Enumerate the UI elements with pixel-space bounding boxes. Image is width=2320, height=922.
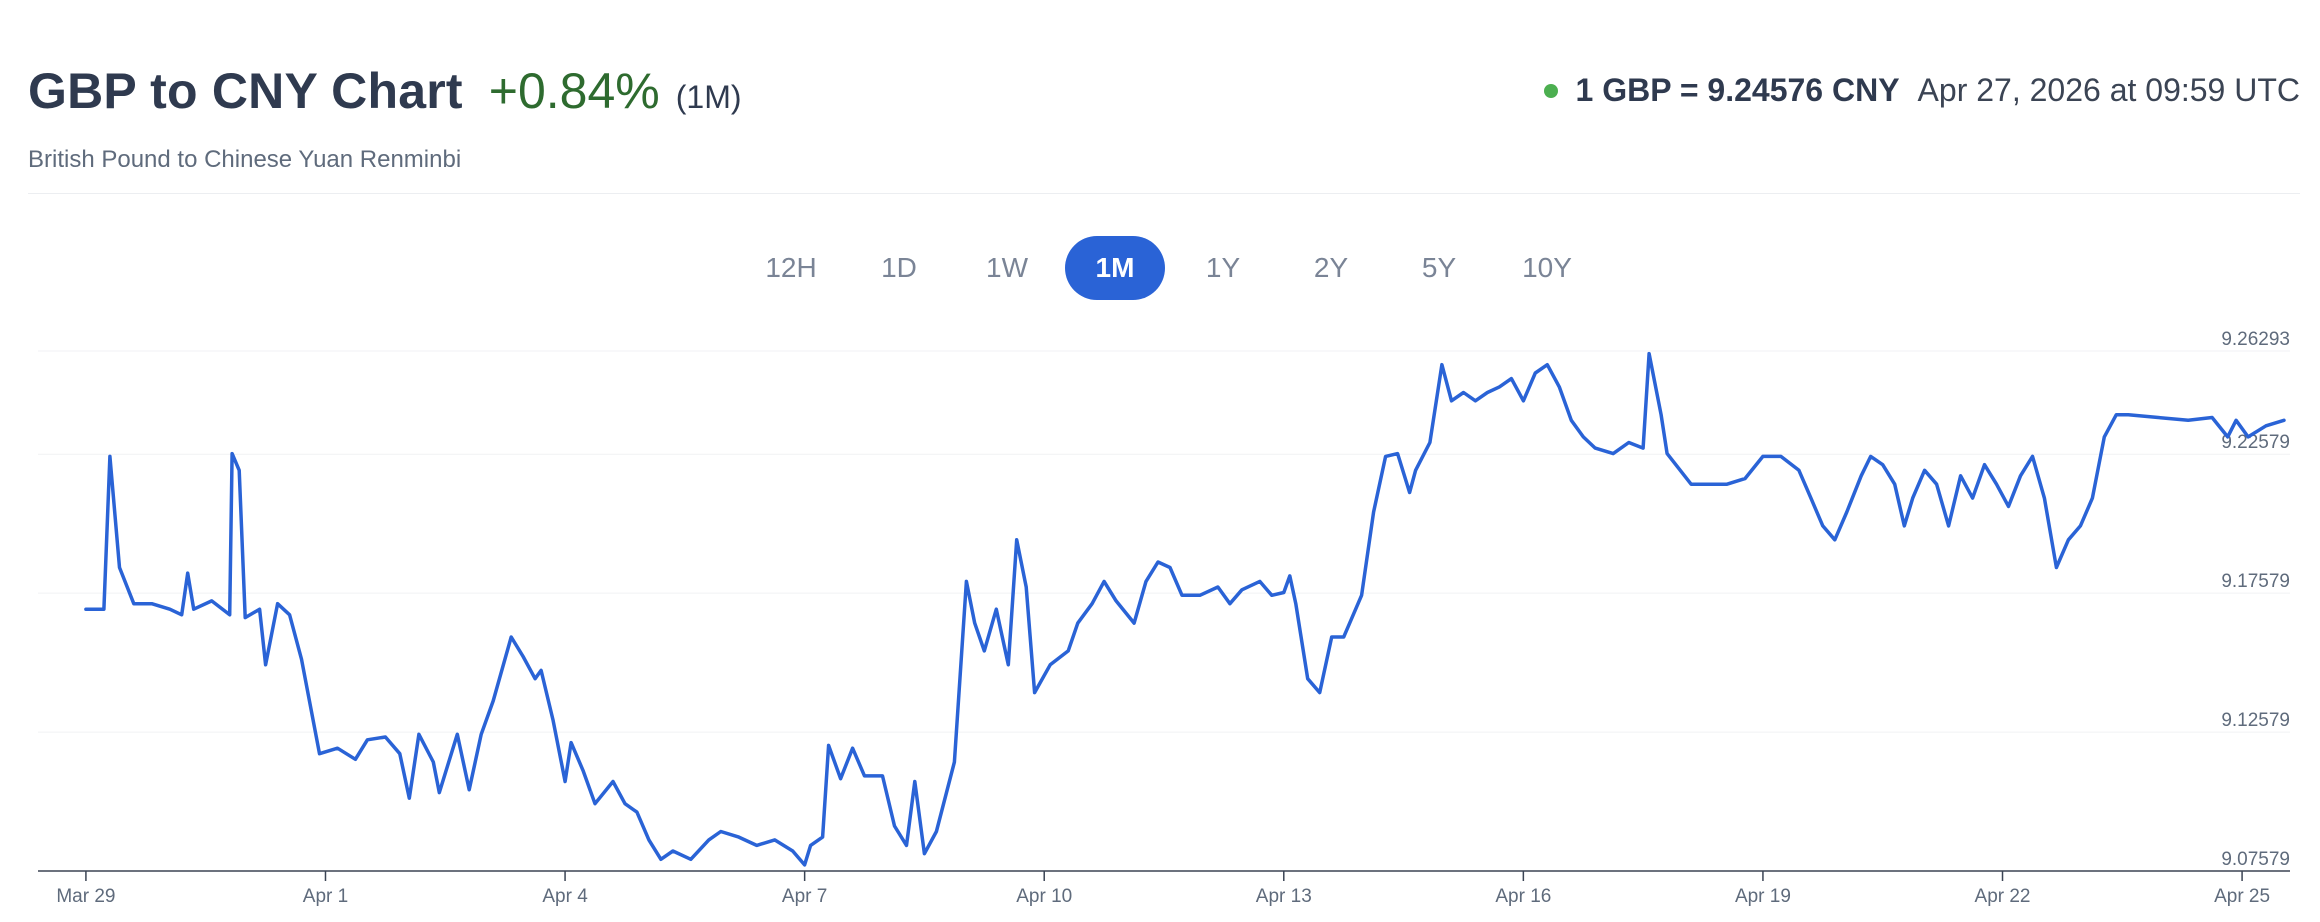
x-tick-label: Apr 13	[1256, 886, 1312, 907]
header-divider	[28, 193, 2300, 194]
x-tick-label: Apr 7	[782, 886, 827, 907]
y-tick-label: 9.22579	[2221, 432, 2290, 453]
change-percent: +0.84%	[488, 63, 660, 119]
x-tick-label: Apr 16	[1495, 886, 1551, 907]
y-tick-label: 9.12579	[2221, 710, 2290, 731]
rate-value: 1 GBP = 9.24576 CNY	[1575, 72, 1900, 108]
x-tick-label: Apr 19	[1735, 886, 1791, 907]
y-tick-label: 9.07579	[2221, 849, 2290, 870]
x-tick-label: Apr 4	[542, 886, 588, 907]
period-label: (1M)	[675, 79, 742, 115]
y-tick-label: 9.26293	[2221, 329, 2290, 350]
x-tick-label: Apr 10	[1016, 886, 1072, 907]
current-rate: 1 GBP = 9.24576 CNY Apr 27, 2026 at 09:5…	[1543, 72, 2300, 109]
range-tab-1d[interactable]: 1D	[881, 252, 917, 283]
page-title: GBP to CNY Chart	[28, 63, 463, 119]
range-tab-1y[interactable]: 1Y	[1205, 252, 1241, 283]
header: GBP to CNY Chart +0.84% (1M)	[28, 62, 742, 120]
y-tick-label: 9.17579	[2221, 571, 2290, 592]
x-tick-label: Apr 1	[303, 886, 348, 907]
page-subtitle: British Pound to Chinese Yuan Renminbi	[28, 146, 462, 173]
range-tab-2y[interactable]: 2Y	[1313, 252, 1349, 283]
x-tick-label: Apr 25	[2214, 886, 2270, 907]
range-tabs: 12H 1D 1W 1M 1Y 2Y 5Y 10Y	[741, 236, 1605, 300]
x-tick-label: Apr 22	[1975, 886, 2031, 907]
range-tab-1m[interactable]: 1M	[1065, 236, 1165, 300]
live-indicator-icon	[1543, 83, 1558, 98]
range-tab-10y[interactable]: 10Y	[1522, 252, 1572, 283]
range-tab-5y[interactable]: 5Y	[1421, 252, 1457, 283]
range-tab-12h[interactable]: 12H	[765, 252, 817, 283]
range-tab-1w[interactable]: 1W	[986, 252, 1028, 283]
rate-timestamp: Apr 27, 2026 at 09:59 UTC	[1917, 72, 2300, 108]
series-line-0	[84, 351, 2286, 867]
x-tick-label: Mar 29	[56, 886, 115, 907]
